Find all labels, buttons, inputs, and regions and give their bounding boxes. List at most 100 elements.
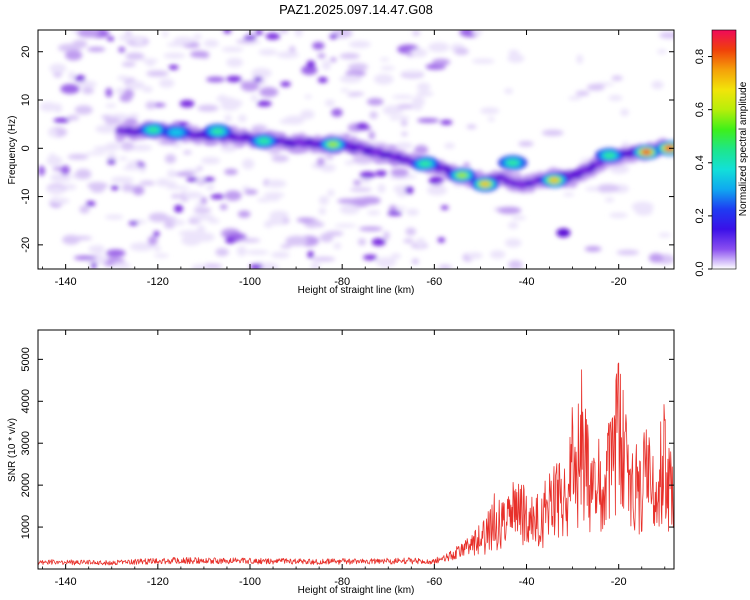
noise-blob	[340, 88, 350, 93]
noise-blob	[128, 220, 139, 226]
noise-blob	[183, 168, 201, 173]
noise-blob	[38, 165, 46, 176]
spectral-peak	[556, 228, 571, 238]
noise-blob	[118, 46, 126, 53]
noise-blob	[90, 262, 97, 269]
colorbar-tick-label: 0.6	[694, 102, 706, 117]
noise-blob	[347, 92, 365, 96]
noise-blob	[353, 179, 362, 186]
noise-blob	[85, 151, 107, 156]
spectral-peak	[147, 126, 160, 134]
noise-blob	[609, 163, 630, 174]
snr-x-tick-label: -140	[55, 576, 77, 588]
noise-blob	[621, 141, 630, 149]
snr-y-axis: 1000 2000 3000 4000 5000	[20, 347, 674, 539]
noise-blob	[73, 255, 97, 260]
noise-blob	[191, 264, 209, 269]
noise-blob	[339, 53, 360, 60]
noise-blob	[110, 185, 120, 191]
noise-blob	[401, 131, 408, 136]
noise-blob	[586, 83, 605, 91]
noise-blob	[224, 190, 242, 201]
noise-blob	[168, 64, 179, 70]
noise-blob	[280, 244, 292, 249]
spectrogram-noise-layer	[38, 30, 674, 269]
noise-blob	[153, 231, 160, 237]
noise-blob	[438, 264, 452, 269]
noise-blob	[428, 42, 450, 53]
noise-blob	[320, 163, 336, 172]
noise-blob	[200, 196, 207, 205]
noise-blob	[301, 65, 318, 75]
noise-blob	[349, 187, 372, 192]
noise-blob	[240, 81, 260, 92]
noise-blob	[416, 82, 431, 92]
noise-blob	[112, 262, 131, 269]
colorbar-gradient	[711, 29, 737, 270]
noise-blob	[241, 158, 255, 170]
noise-blob	[256, 197, 272, 203]
snr-background	[38, 330, 674, 569]
snr-x-tick-label: -120	[147, 576, 169, 588]
noise-blob	[390, 253, 402, 259]
noise-blob	[179, 99, 195, 108]
noise-blob	[428, 176, 440, 185]
spectrogram-y-tick-label: -10	[20, 189, 32, 205]
spectral-peak	[603, 152, 616, 159]
noise-blob	[611, 75, 623, 81]
noise-blob	[454, 47, 469, 56]
spectrogram-y-axis: -20 -10 0 10 20	[20, 46, 674, 253]
noise-blob	[480, 107, 500, 115]
noise-blob	[271, 154, 289, 163]
noise-blob	[72, 39, 88, 49]
noise-blob	[124, 84, 145, 90]
noise-blob	[294, 30, 303, 37]
noise-blob	[175, 171, 196, 177]
noise-blob	[239, 238, 261, 243]
snr-x-tick-label: -60	[426, 576, 442, 588]
noise-blob	[183, 150, 192, 155]
spectrogram-y-tick-label: 10	[20, 94, 32, 106]
noise-blob	[411, 96, 425, 107]
noise-blob	[226, 57, 244, 68]
noise-blob	[265, 179, 287, 188]
noise-blob	[312, 41, 325, 50]
noise-blob	[225, 237, 236, 244]
spectrogram-y-tick-label: 20	[20, 46, 32, 58]
noise-blob	[219, 204, 228, 211]
noise-blob	[358, 226, 383, 232]
noise-blob	[268, 195, 280, 202]
spectrogram-x-tick-label: -120	[147, 276, 169, 288]
noise-blob	[411, 258, 419, 265]
noise-blob	[118, 156, 128, 161]
noise-blob	[366, 97, 384, 106]
noise-blob	[466, 252, 483, 259]
noise-blob	[440, 119, 453, 125]
noise-blob	[367, 210, 381, 216]
noise-blob	[362, 254, 378, 261]
noise-blob	[223, 30, 232, 34]
noise-blob	[406, 208, 419, 216]
noise-blob	[117, 75, 130, 81]
noise-blob	[575, 90, 590, 97]
noise-blob	[609, 212, 628, 218]
noise-blob	[466, 124, 477, 129]
noise-blob	[244, 189, 258, 195]
noise-blob	[259, 262, 280, 269]
noise-blob	[518, 140, 534, 147]
noise-blob	[163, 52, 186, 59]
noise-blob	[106, 36, 115, 41]
noise-blob	[156, 178, 170, 187]
noise-blob	[134, 37, 145, 45]
noise-blob	[375, 257, 397, 268]
noise-blob	[48, 129, 58, 138]
noise-blob	[246, 250, 269, 255]
noise-blob	[357, 238, 367, 246]
noise-blob	[53, 117, 70, 123]
noise-blob	[324, 230, 344, 237]
spectral-peak	[327, 141, 339, 148]
noise-blob	[226, 75, 242, 83]
noise-blob	[339, 74, 362, 83]
noise-blob	[49, 63, 67, 74]
